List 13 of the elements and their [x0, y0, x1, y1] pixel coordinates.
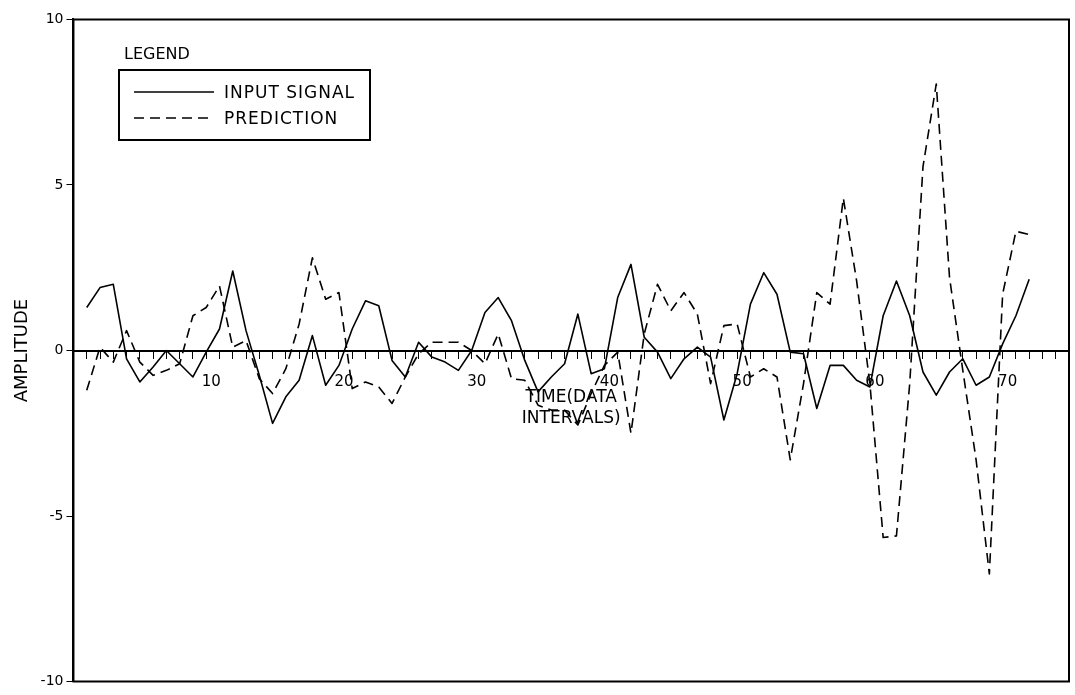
y-tick-label: -10 [40, 672, 64, 689]
x-tick-label: 30 [467, 371, 487, 390]
y-axis-title: AMPLITUDE [10, 298, 32, 403]
y-tick-label: 5 [54, 175, 64, 192]
y-tick-label: 0 [54, 341, 64, 358]
x-tick-label: 20 [334, 371, 354, 390]
legend-title: LEGEND [124, 44, 191, 63]
y-tick-label: -5 [49, 506, 64, 523]
legend-label: INPUT SIGNAL [224, 82, 356, 102]
x-tick-label: 70 [998, 371, 1018, 390]
legend-label: PREDICTION [224, 108, 339, 128]
y-tick-label: 10 [45, 10, 64, 27]
x-tick-label: 10 [201, 371, 221, 390]
